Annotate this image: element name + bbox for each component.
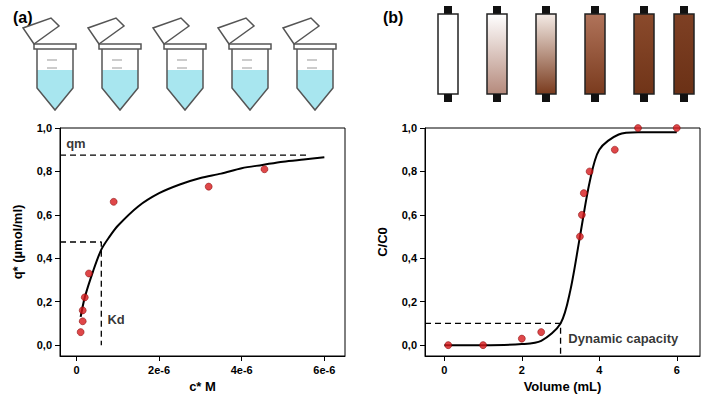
svg-text:4e-6: 4e-6 — [231, 364, 253, 376]
svg-text:0,6: 0,6 — [37, 209, 52, 221]
svg-text:6e-6: 6e-6 — [313, 364, 335, 376]
svg-text:1,0: 1,0 — [402, 122, 417, 134]
svg-text:0,2: 0,2 — [402, 296, 417, 308]
svg-text:1,0: 1,0 — [37, 122, 52, 134]
svg-text:0: 0 — [73, 364, 79, 376]
svg-text:C/C0: C/C0 — [375, 227, 390, 257]
svg-text:0,4: 0,4 — [37, 252, 53, 264]
svg-text:(b): (b) — [383, 9, 403, 26]
svg-text:Volume (mL): Volume (mL) — [524, 379, 602, 394]
svg-text:c* M: c* M — [189, 379, 216, 394]
svg-text:2: 2 — [519, 364, 525, 376]
svg-text:4: 4 — [596, 364, 603, 376]
svg-text:0,0: 0,0 — [402, 339, 417, 351]
svg-text:Dynamic capacity: Dynamic capacity — [568, 331, 679, 346]
svg-text:Kd: Kd — [107, 312, 124, 327]
svg-text:0,4: 0,4 — [402, 252, 418, 264]
svg-text:qm: qm — [66, 136, 86, 151]
svg-text:0,6: 0,6 — [402, 209, 417, 221]
svg-text:0: 0 — [441, 364, 447, 376]
svg-text:0,8: 0,8 — [402, 165, 417, 177]
svg-text:6: 6 — [674, 364, 680, 376]
svg-text:q* (µmol/ml): q* (µmol/ml) — [10, 205, 25, 280]
svg-text:2e-6: 2e-6 — [148, 364, 170, 376]
svg-text:(a): (a) — [13, 9, 33, 26]
svg-text:0,2: 0,2 — [37, 296, 52, 308]
svg-text:0,8: 0,8 — [37, 165, 52, 177]
svg-text:0,0: 0,0 — [37, 339, 52, 351]
